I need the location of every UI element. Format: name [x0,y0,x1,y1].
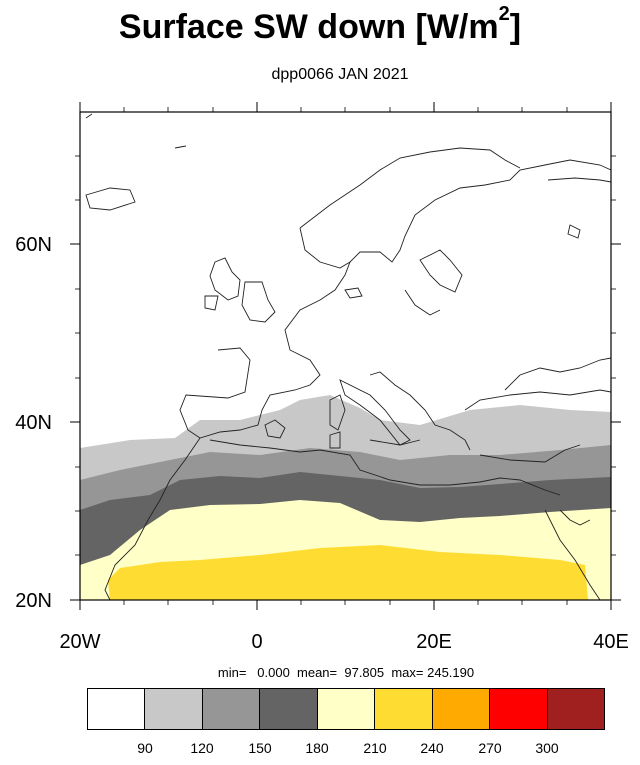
colorbar-box [490,689,548,729]
x-tick-40e: 40E [593,631,629,653]
y-tick-labels: 20N 40N 60N [15,234,52,612]
colorbar-label: 180 [305,740,329,756]
plot-frame [79,111,612,601]
colorbar-label: 120 [190,740,214,756]
tick-marks [70,102,621,610]
stats-line: min= 0.000 mean= 97.805 max= 245.190 [217,665,475,680]
shading-field [80,112,611,600]
colorbar-box [317,689,376,729]
y-tick-40n: 40N [15,412,52,434]
colorbar-box [547,689,604,729]
colorbar-box [202,689,261,729]
title-superscript: 2 [498,2,510,25]
title-text: Surface SW down [W/m [118,8,499,46]
minor-tick-marks [75,107,616,605]
colorbar-label: 150 [248,740,272,756]
colorbar-label: 240 [420,740,444,756]
chart-subtitle: dpp0066 JAN 2021 [271,66,409,83]
colorbar-label: 210 [363,740,387,756]
colorbar-box [260,689,318,729]
chart-title: Surface SW down [W/m2] [0,3,640,47]
x-tick-20e: 20E [416,631,452,653]
coastlines [85,113,611,600]
x-tick-0: 0 [251,631,262,653]
colorbar-box [432,689,491,729]
band-210-240 [108,545,588,600]
title-close: ] [509,8,522,46]
colorbar-box [88,689,146,729]
colorbar-labels: 90 120 150 180 210 240 270 300 [0,740,640,760]
colorbar-label: 300 [535,740,559,756]
colorbar [87,688,605,730]
colorbar-box [145,689,203,729]
colorbar-box [375,689,433,729]
x-tick-20w: 20W [59,631,100,653]
colorbar-label: 270 [478,740,502,756]
x-tick-labels: 20W 0 20E 40E [59,631,628,653]
y-tick-20n: 20N [15,590,52,612]
y-tick-60n: 60N [15,234,52,256]
colorbar-label: 90 [137,740,153,756]
